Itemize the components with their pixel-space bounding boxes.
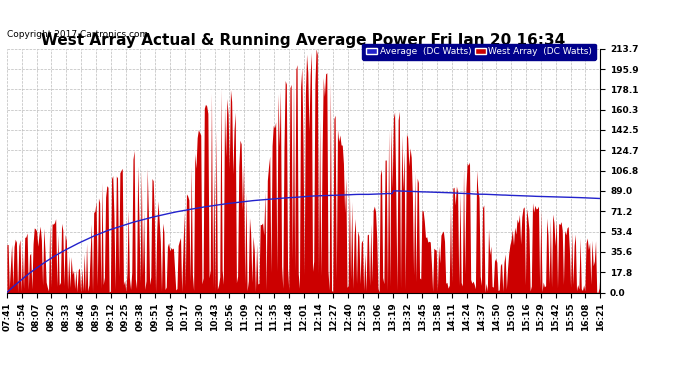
- Legend: Average  (DC Watts), West Array  (DC Watts): Average (DC Watts), West Array (DC Watts…: [362, 44, 595, 60]
- Title: West Array Actual & Running Average Power Fri Jan 20 16:34: West Array Actual & Running Average Powe…: [41, 33, 566, 48]
- Text: Copyright 2017 Cartronics.com: Copyright 2017 Cartronics.com: [7, 30, 148, 39]
